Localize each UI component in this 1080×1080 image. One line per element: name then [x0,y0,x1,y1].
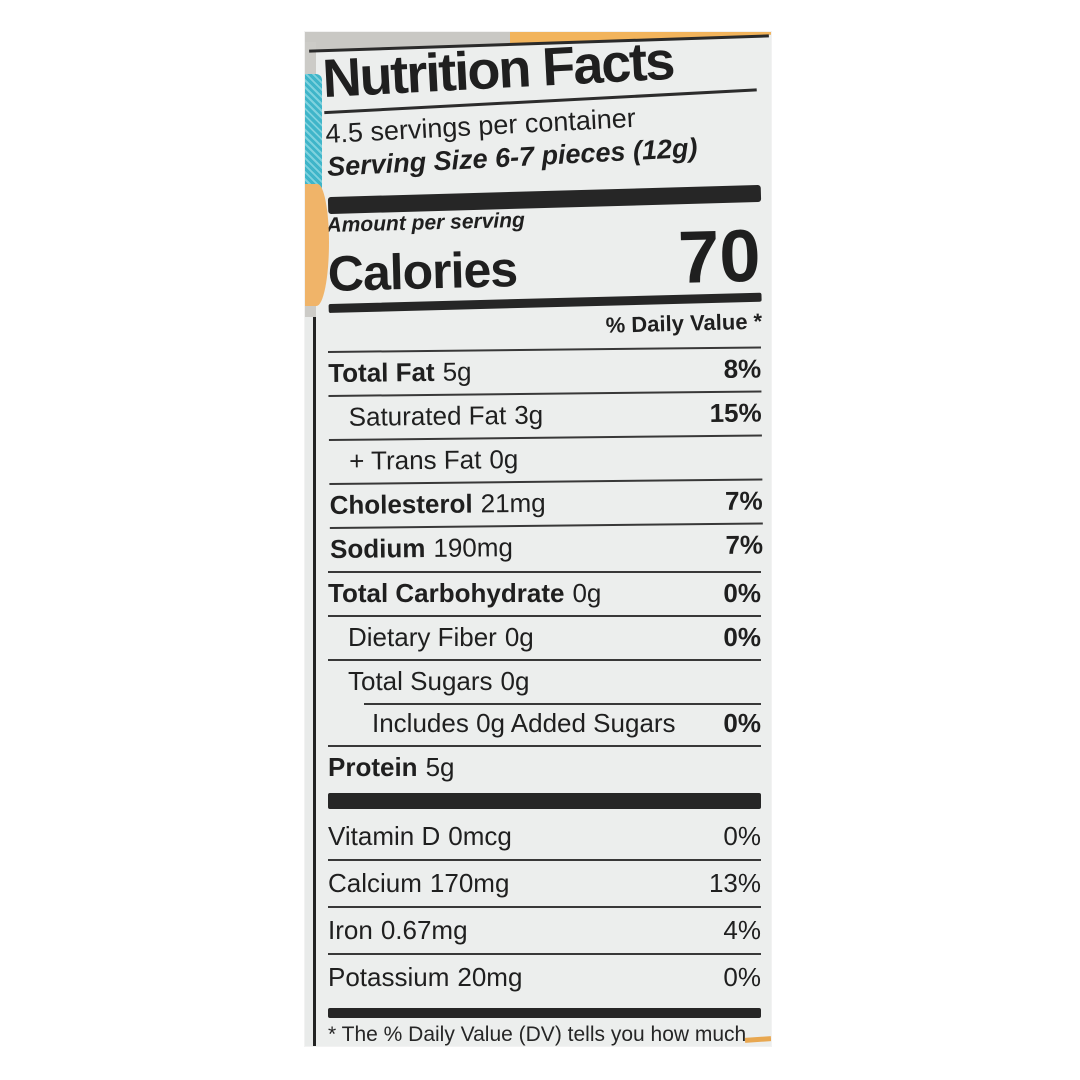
nutrient-rows-upper: Total Fat 5g 8% Saturated Fat 3g 15% + Tra… [328,346,764,571]
nutrient-row-potassium: Potassium 20mg 0% [328,953,761,1000]
nutrient-dv: 0% [723,821,761,851]
nutrient-name: Sodium 190mg [329,532,514,564]
nutrient-dv: 8% [723,353,762,384]
package-orange-blob [305,184,329,306]
nutrition-facts-panel: Nutrition Facts 4.5 servings per contain… [313,32,771,1046]
nutrient-dv: 0% [723,622,761,652]
nutrient-rows-lower: Total Carbohydrate 0g 0% Dietary Fiber 0g … [328,571,761,789]
nutrient-row-trans-fat: + Trans Fat 0g [328,434,763,483]
nutrient-row-calcium: Calcium 170mg 13% [328,859,761,906]
nutrient-row-iron: Iron 0.67mg 4% [328,906,761,953]
nutrient-row-vitamin-d: Vitamin D 0mcg 0% [328,809,761,859]
calories-row: Calories 70 [327,214,762,302]
nutrient-row-added-sugars: Includes 0g Added Sugars 0% [328,703,761,745]
nutrient-row-total-fat: Total Fat 5g 8% [328,346,762,395]
calories-value: 70 [677,214,762,300]
nutrient-row-cholesterol: Cholesterol 21mg 7% [329,478,763,527]
micronutrient-rows: Vitamin D 0mcg 0% Calcium 170mg 13% Iron 0.… [328,809,761,1000]
nutrient-name: Cholesterol 21mg [329,487,546,520]
nutrient-row-dietary-fiber: Dietary Fiber 0g 0% [328,615,761,659]
nutrient-row-total-carbohydrate: Total Carbohydrate 0g 0% [328,571,761,615]
nutrient-name: + Trans Fat 0g [348,444,519,476]
nutrient-name: Total Fat 5g [328,356,472,388]
nutrient-dv: 15% [709,397,762,429]
daily-value-header: % Daily Value * [605,308,763,338]
package-photo: Nutrition Facts 4.5 servings per contain… [305,32,771,1046]
daily-value-footnote: * The % Daily Value (DV) tells you how m… [328,1023,761,1046]
nutrient-dv: 7% [725,529,764,560]
nutrient-dv: 13% [708,868,761,898]
nutrient-name: Dietary Fiber 0g [348,622,534,652]
nutrient-name: Total Carbohydrate 0g [328,578,602,608]
nutrient-row-protein: Protein 5g [328,745,761,789]
nutrient-dv: 0% [723,962,761,992]
nutrient-dv: 0% [723,578,761,608]
nutrient-name: Iron 0.67mg [328,915,468,945]
nutrient-row-sodium: Sodium 190mg 7% [329,522,764,571]
nutrient-dv: 7% [724,485,763,516]
nutrient-row-saturated-fat: Saturated Fat 3g 15% [328,390,762,439]
nutrient-name: Total Sugars 0g [348,666,530,696]
medium-divider-bar [328,1008,761,1018]
nutrient-dv: 4% [723,915,761,945]
footnote-line: * The % Daily Value (DV) tells you how m… [328,1023,747,1046]
label-header: Nutrition Facts 4.5 servings per contain… [321,32,760,183]
serving-size-label: Serving Size [326,143,489,183]
nutrient-dv: 0% [723,708,761,738]
nutrient-name: Vitamin D 0mcg [328,821,512,851]
nutrient-name: Calcium 170mg [328,868,510,898]
calories-label: Calories [327,240,518,302]
nutrient-row-total-sugars: Total Sugars 0g [328,659,761,703]
calories-section: Amount per serving Calories 70 % Daily V… [326,203,762,351]
nutrient-name: Saturated Fat 3g [348,399,544,432]
thick-divider-bar [328,793,761,809]
nutrient-name: Potassium 20mg [328,962,523,992]
package-teal-strip [305,74,322,206]
nutrient-name: Protein 5g [328,752,455,782]
nutrient-name: Includes 0g Added Sugars [372,708,676,738]
